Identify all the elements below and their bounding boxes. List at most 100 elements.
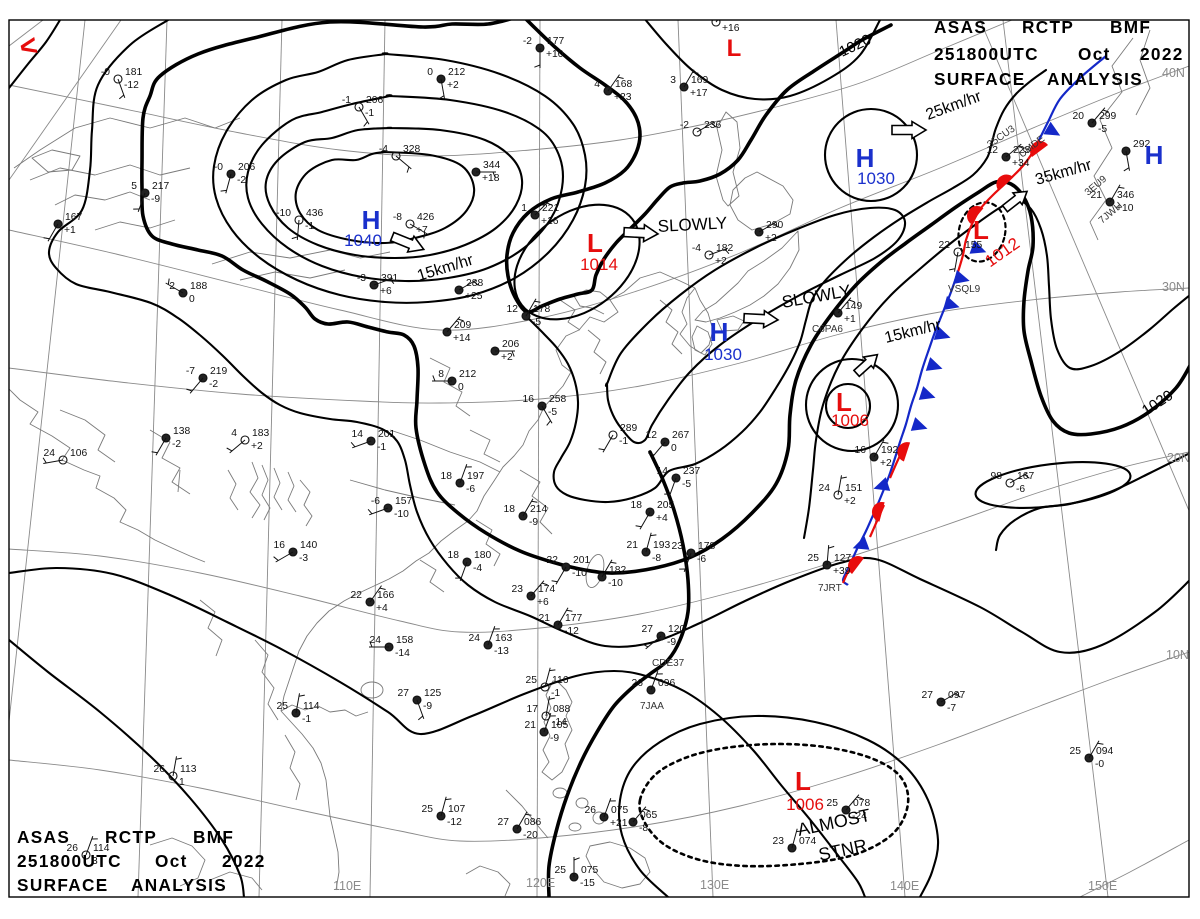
svg-text:-5: -5 — [532, 317, 541, 328]
svg-text:25: 25 — [277, 701, 289, 712]
svg-text:178: 178 — [698, 541, 715, 552]
svg-text:188: 188 — [190, 281, 207, 292]
svg-text:-13: -13 — [494, 646, 509, 657]
svg-text:26: 26 — [154, 764, 166, 775]
svg-text:086: 086 — [524, 817, 541, 828]
svg-text:-8: -8 — [393, 212, 402, 223]
svg-text:L: L — [973, 215, 989, 245]
svg-text:22: 22 — [939, 240, 951, 251]
svg-text:27: 27 — [398, 688, 410, 699]
svg-text:22: 22 — [547, 555, 559, 566]
svg-text:+2: +2 — [844, 496, 856, 507]
svg-text:267: 267 — [672, 430, 689, 441]
svg-text:L: L — [836, 387, 852, 417]
svg-text:-6: -6 — [371, 496, 380, 507]
svg-text:-9: -9 — [529, 517, 538, 528]
svg-text:CDE37: CDE37 — [652, 658, 685, 669]
svg-text:+23: +23 — [614, 92, 632, 103]
svg-text:27: 27 — [642, 624, 654, 635]
svg-text:12: 12 — [507, 304, 519, 315]
svg-text:201: 201 — [378, 429, 395, 440]
svg-text:+39: +39 — [833, 566, 851, 577]
svg-text:155: 155 — [965, 240, 982, 251]
svg-text:Oct: Oct — [1078, 44, 1111, 64]
svg-text:150E: 150E — [1088, 879, 1117, 893]
svg-text:SLOWLY: SLOWLY — [657, 213, 727, 236]
svg-text:0: 0 — [671, 443, 677, 454]
svg-text:-0: -0 — [1095, 759, 1104, 770]
svg-text:197: 197 — [467, 471, 484, 482]
svg-text:-12: -12 — [564, 626, 579, 637]
svg-text:138: 138 — [173, 426, 190, 437]
svg-text:177: 177 — [565, 613, 582, 624]
svg-text:+2: +2 — [447, 80, 459, 91]
svg-text:12: 12 — [646, 430, 658, 441]
svg-text:1: 1 — [179, 777, 185, 788]
svg-text:21: 21 — [539, 613, 551, 624]
svg-text:075: 075 — [581, 865, 598, 876]
svg-text:H: H — [710, 317, 729, 347]
svg-text:120: 120 — [668, 624, 685, 635]
svg-text:23: 23 — [512, 584, 524, 595]
svg-text:-10: -10 — [394, 509, 409, 520]
svg-text:20: 20 — [1073, 111, 1085, 122]
svg-text:-1: -1 — [619, 436, 628, 447]
svg-text:+2: +2 — [880, 458, 892, 469]
svg-text:25: 25 — [1070, 746, 1082, 757]
svg-text:182: 182 — [716, 243, 733, 254]
svg-text:+10: +10 — [546, 49, 564, 60]
svg-text:-20: -20 — [523, 830, 538, 841]
svg-text:+25: +25 — [465, 291, 483, 302]
svg-text:ASAS: ASAS — [934, 17, 987, 37]
svg-text:+1: +1 — [844, 314, 856, 325]
svg-text:110E: 110E — [333, 879, 361, 893]
svg-text:98: 98 — [991, 471, 1003, 482]
svg-text:12: 12 — [987, 145, 999, 156]
svg-text:3: 3 — [670, 75, 676, 86]
svg-text:1040: 1040 — [344, 231, 382, 250]
svg-text:-2: -2 — [523, 36, 532, 47]
svg-text:251800UTC: 251800UTC — [934, 44, 1039, 64]
svg-text:436: 436 — [306, 208, 323, 219]
svg-text:-9: -9 — [151, 194, 160, 205]
svg-text:-0: -0 — [101, 67, 110, 78]
svg-text:193: 193 — [653, 540, 670, 551]
svg-text:163: 163 — [495, 633, 512, 644]
svg-text:177: 177 — [547, 36, 564, 47]
svg-text:14: 14 — [657, 466, 669, 477]
svg-text:-9: -9 — [423, 701, 432, 712]
svg-text:290: 290 — [766, 220, 783, 231]
svg-text:344: 344 — [483, 160, 500, 171]
svg-text:113: 113 — [180, 764, 197, 775]
svg-text:-8: -8 — [652, 553, 661, 564]
svg-text:BMF: BMF — [193, 827, 234, 847]
svg-text:-6: -6 — [1016, 484, 1025, 495]
svg-text:16: 16 — [274, 540, 286, 551]
svg-text:212: 212 — [448, 67, 465, 78]
svg-text:299: 299 — [1099, 111, 1116, 122]
svg-text:26: 26 — [67, 843, 79, 854]
svg-text:157: 157 — [395, 496, 412, 507]
svg-text:-14: -14 — [552, 717, 567, 728]
svg-text:140: 140 — [300, 540, 317, 551]
svg-text:116: 116 — [552, 675, 569, 686]
svg-text:166: 166 — [377, 590, 394, 601]
svg-text:27: 27 — [498, 817, 510, 828]
svg-text:-7: -7 — [947, 703, 956, 714]
svg-text:+7: +7 — [416, 225, 428, 236]
svg-text:-4: -4 — [379, 144, 388, 155]
svg-text:-1: -1 — [377, 442, 386, 453]
svg-text:0: 0 — [458, 382, 464, 393]
svg-text:-1: -1 — [365, 108, 374, 119]
svg-text:217: 217 — [152, 181, 169, 192]
svg-text:-3: -3 — [357, 273, 366, 284]
svg-text:+34: +34 — [1012, 158, 1030, 169]
svg-text:097: 097 — [948, 690, 965, 701]
svg-text:114: 114 — [303, 701, 320, 712]
svg-text:221: 221 — [542, 203, 559, 214]
svg-text:24: 24 — [469, 633, 481, 644]
svg-text:21: 21 — [525, 720, 537, 731]
svg-text:-6: -6 — [466, 484, 475, 495]
svg-text:+14: +14 — [453, 333, 471, 344]
svg-text:288: 288 — [466, 278, 483, 289]
